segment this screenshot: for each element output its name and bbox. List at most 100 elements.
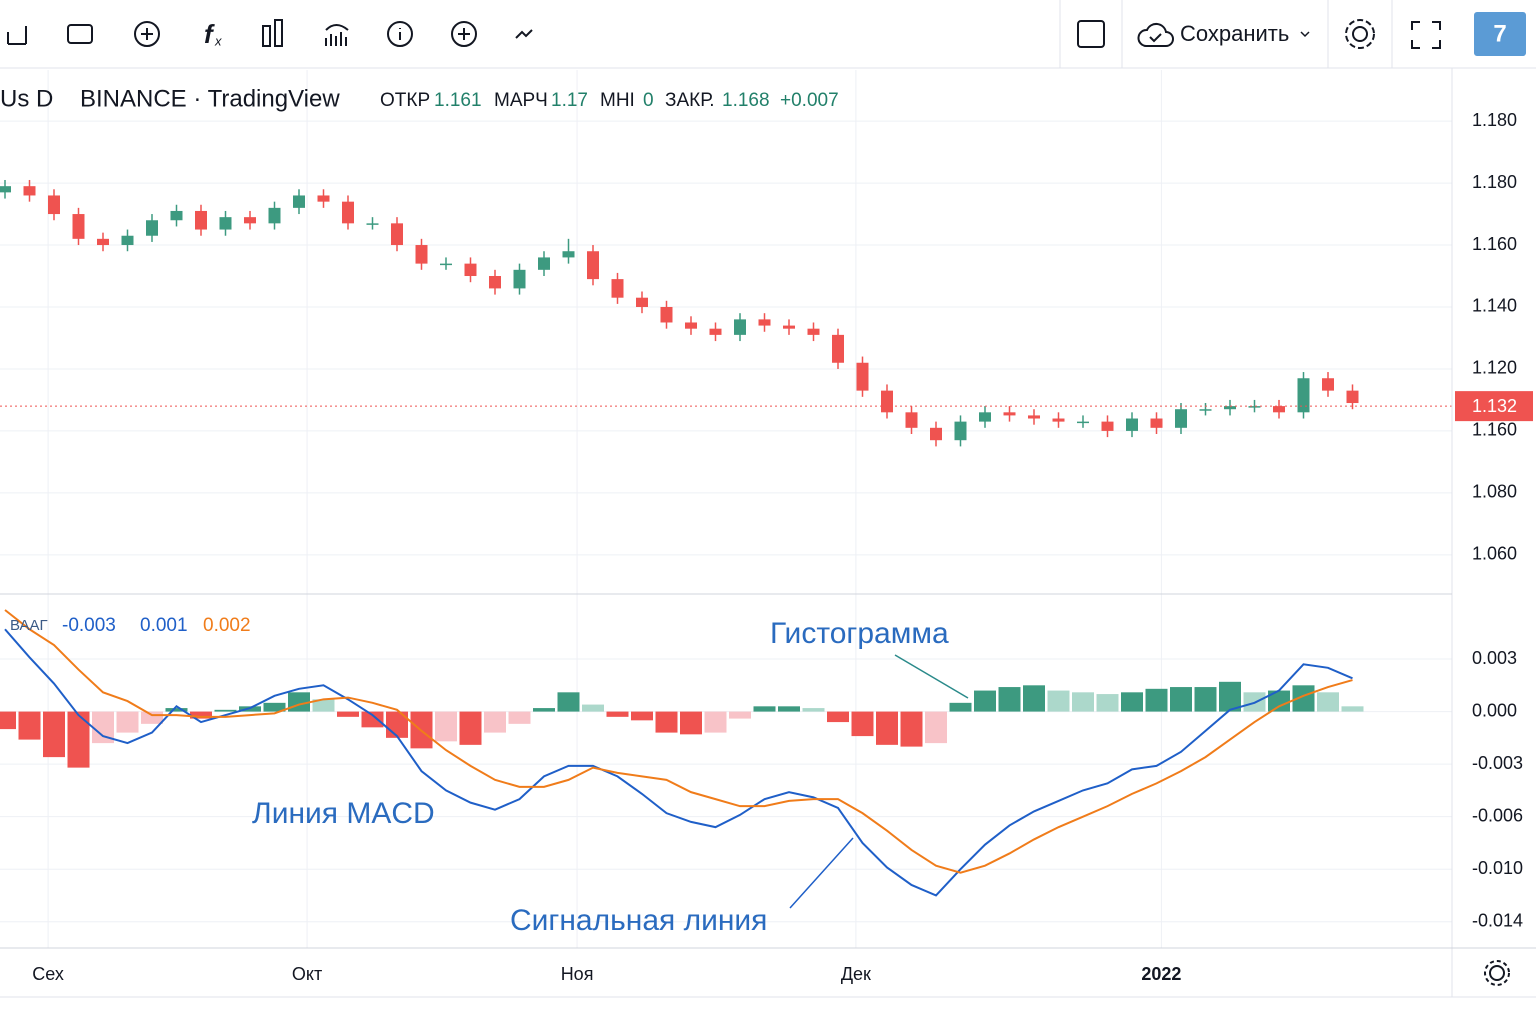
candle-body <box>366 223 379 225</box>
indicators-icon[interactable]: f <box>204 19 215 49</box>
histogram-bar <box>704 711 727 733</box>
alert-icon-plus <box>458 28 470 40</box>
x-tick-label: Окт <box>292 964 322 984</box>
histogram-bar <box>1268 690 1290 712</box>
info-icon[interactable] <box>387 21 413 47</box>
save-button[interactable]: Сохранить <box>1180 21 1289 46</box>
histogram-bar <box>606 711 629 717</box>
candle-body <box>1248 406 1261 408</box>
candle-body <box>1101 421 1114 431</box>
candle-body <box>440 263 452 266</box>
x-tick-label: Сех <box>32 964 64 984</box>
candle-body <box>1077 421 1089 424</box>
save-icon[interactable] <box>1137 22 1174 47</box>
source: BINANCE · TradingView <box>80 85 340 112</box>
legend-label: ЗАКР. <box>665 90 715 111</box>
histogram-bar <box>1317 692 1339 712</box>
replay-icon[interactable] <box>515 29 533 39</box>
candle-body <box>660 306 673 323</box>
candle-body <box>391 223 403 246</box>
candle-body <box>293 195 305 208</box>
legend-label: МНІ <box>600 90 635 111</box>
y-tick-label: 1.180 <box>1472 110 1517 130</box>
save-menu-arrow[interactable] <box>1300 31 1310 38</box>
candle-body <box>170 210 183 221</box>
annotation: Линия MACD <box>252 797 435 830</box>
histogram-bar <box>1023 685 1045 712</box>
histogram-bar <box>533 708 555 712</box>
y-tick-label: -0.014 <box>1472 910 1523 930</box>
grid <box>0 70 1452 948</box>
histogram-bar <box>680 711 702 735</box>
layout-icon[interactable] <box>1077 20 1105 48</box>
y-tick-label: 1.080 <box>1472 482 1517 502</box>
candle-body <box>219 217 232 230</box>
candle-body <box>23 186 36 196</box>
symbol: Us D <box>0 85 53 112</box>
histogram-bar <box>582 704 604 712</box>
y-tick-label: -0.010 <box>1472 858 1523 878</box>
y-tick-label: -0.006 <box>1472 805 1523 825</box>
candle-body <box>611 279 624 298</box>
histogram-bar <box>949 702 972 712</box>
candle-body <box>121 235 134 246</box>
histogram-bar <box>631 711 653 721</box>
macd-legend-name: ВААГ <box>10 617 48 634</box>
histogram-bar <box>43 711 65 758</box>
x-tick-label: 2022 <box>1141 964 1181 984</box>
settings-icon[interactable] <box>1352 26 1368 42</box>
badge[interactable] <box>1474 12 1526 56</box>
candle-body <box>1003 412 1016 416</box>
macd-legend-value: -0.003 <box>62 615 116 636</box>
histogram-bar <box>925 711 947 744</box>
candle-body <box>317 195 330 202</box>
annotation: Гистограмма <box>770 617 949 650</box>
candle-body <box>734 319 746 335</box>
histogram-bar <box>312 699 335 712</box>
annotation: Сигнальная линия <box>510 904 767 937</box>
candle-body <box>856 362 869 391</box>
compare-icon[interactable] <box>67 24 93 44</box>
indicators-icon-x: x <box>214 33 222 48</box>
histogram-bar <box>165 708 188 712</box>
alert-icon[interactable] <box>451 21 477 47</box>
legend-value: 1.17 <box>551 90 588 111</box>
histogram-bar <box>900 711 923 747</box>
histogram-bar <box>141 711 163 724</box>
macd-legend-value: 0.002 <box>203 615 251 636</box>
y-tick-label: 1.180 <box>1472 172 1517 192</box>
candle-body <box>48 195 60 215</box>
histogram-bar <box>508 711 531 724</box>
line-series <box>4 628 1353 897</box>
interval-icon[interactable] <box>7 26 27 45</box>
chart-type-icon[interactable] <box>262 19 283 47</box>
histogram-bar <box>1072 692 1094 712</box>
axis-settings-gear <box>1484 960 1510 986</box>
legend-value: 1.168 <box>722 90 770 111</box>
histogram-bar <box>435 711 457 742</box>
candle-body <box>464 263 477 277</box>
histogram-bar <box>778 706 800 712</box>
histogram-bar <box>974 690 996 712</box>
templates-icon[interactable] <box>325 24 349 46</box>
legend-label: МАРЧ <box>494 90 548 111</box>
last-price-label: 1.132 <box>1472 396 1517 416</box>
settings-icon-gear <box>1345 19 1375 49</box>
candle-body <box>1150 418 1163 428</box>
add-icon[interactable] <box>134 21 160 47</box>
y-tick-label: 0.003 <box>1472 648 1517 668</box>
axis-settings-icon[interactable] <box>1489 965 1505 981</box>
y-tick-label: 1.060 <box>1472 544 1517 564</box>
legend-label: ОТКР <box>380 90 430 111</box>
candle-body <box>513 269 526 289</box>
macd-legend-value: 0.001 <box>140 615 188 636</box>
histogram-bar <box>1170 687 1192 712</box>
candle-body <box>783 325 795 329</box>
candle-body <box>195 210 207 230</box>
histogram-bar <box>1145 688 1168 712</box>
annotation-pointer <box>894 654 969 699</box>
histogram-bar <box>263 702 286 712</box>
histogram-bar <box>214 709 237 712</box>
fullscreen-icon[interactable] <box>1411 21 1441 49</box>
